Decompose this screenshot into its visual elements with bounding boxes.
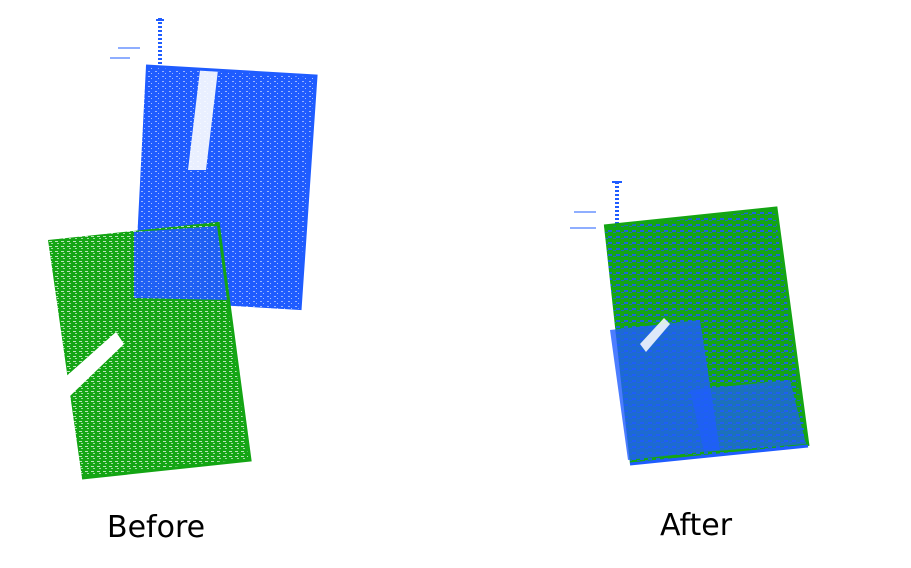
before-caption: Before xyxy=(107,510,206,545)
green-scan-before xyxy=(48,221,252,480)
aligned-scans-after xyxy=(570,181,810,466)
before-panel xyxy=(48,18,318,480)
after-panel xyxy=(570,181,810,466)
after-caption: After xyxy=(660,508,733,543)
